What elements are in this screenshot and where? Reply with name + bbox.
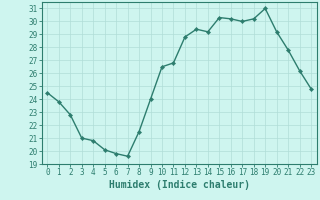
X-axis label: Humidex (Indice chaleur): Humidex (Indice chaleur) [109, 180, 250, 190]
